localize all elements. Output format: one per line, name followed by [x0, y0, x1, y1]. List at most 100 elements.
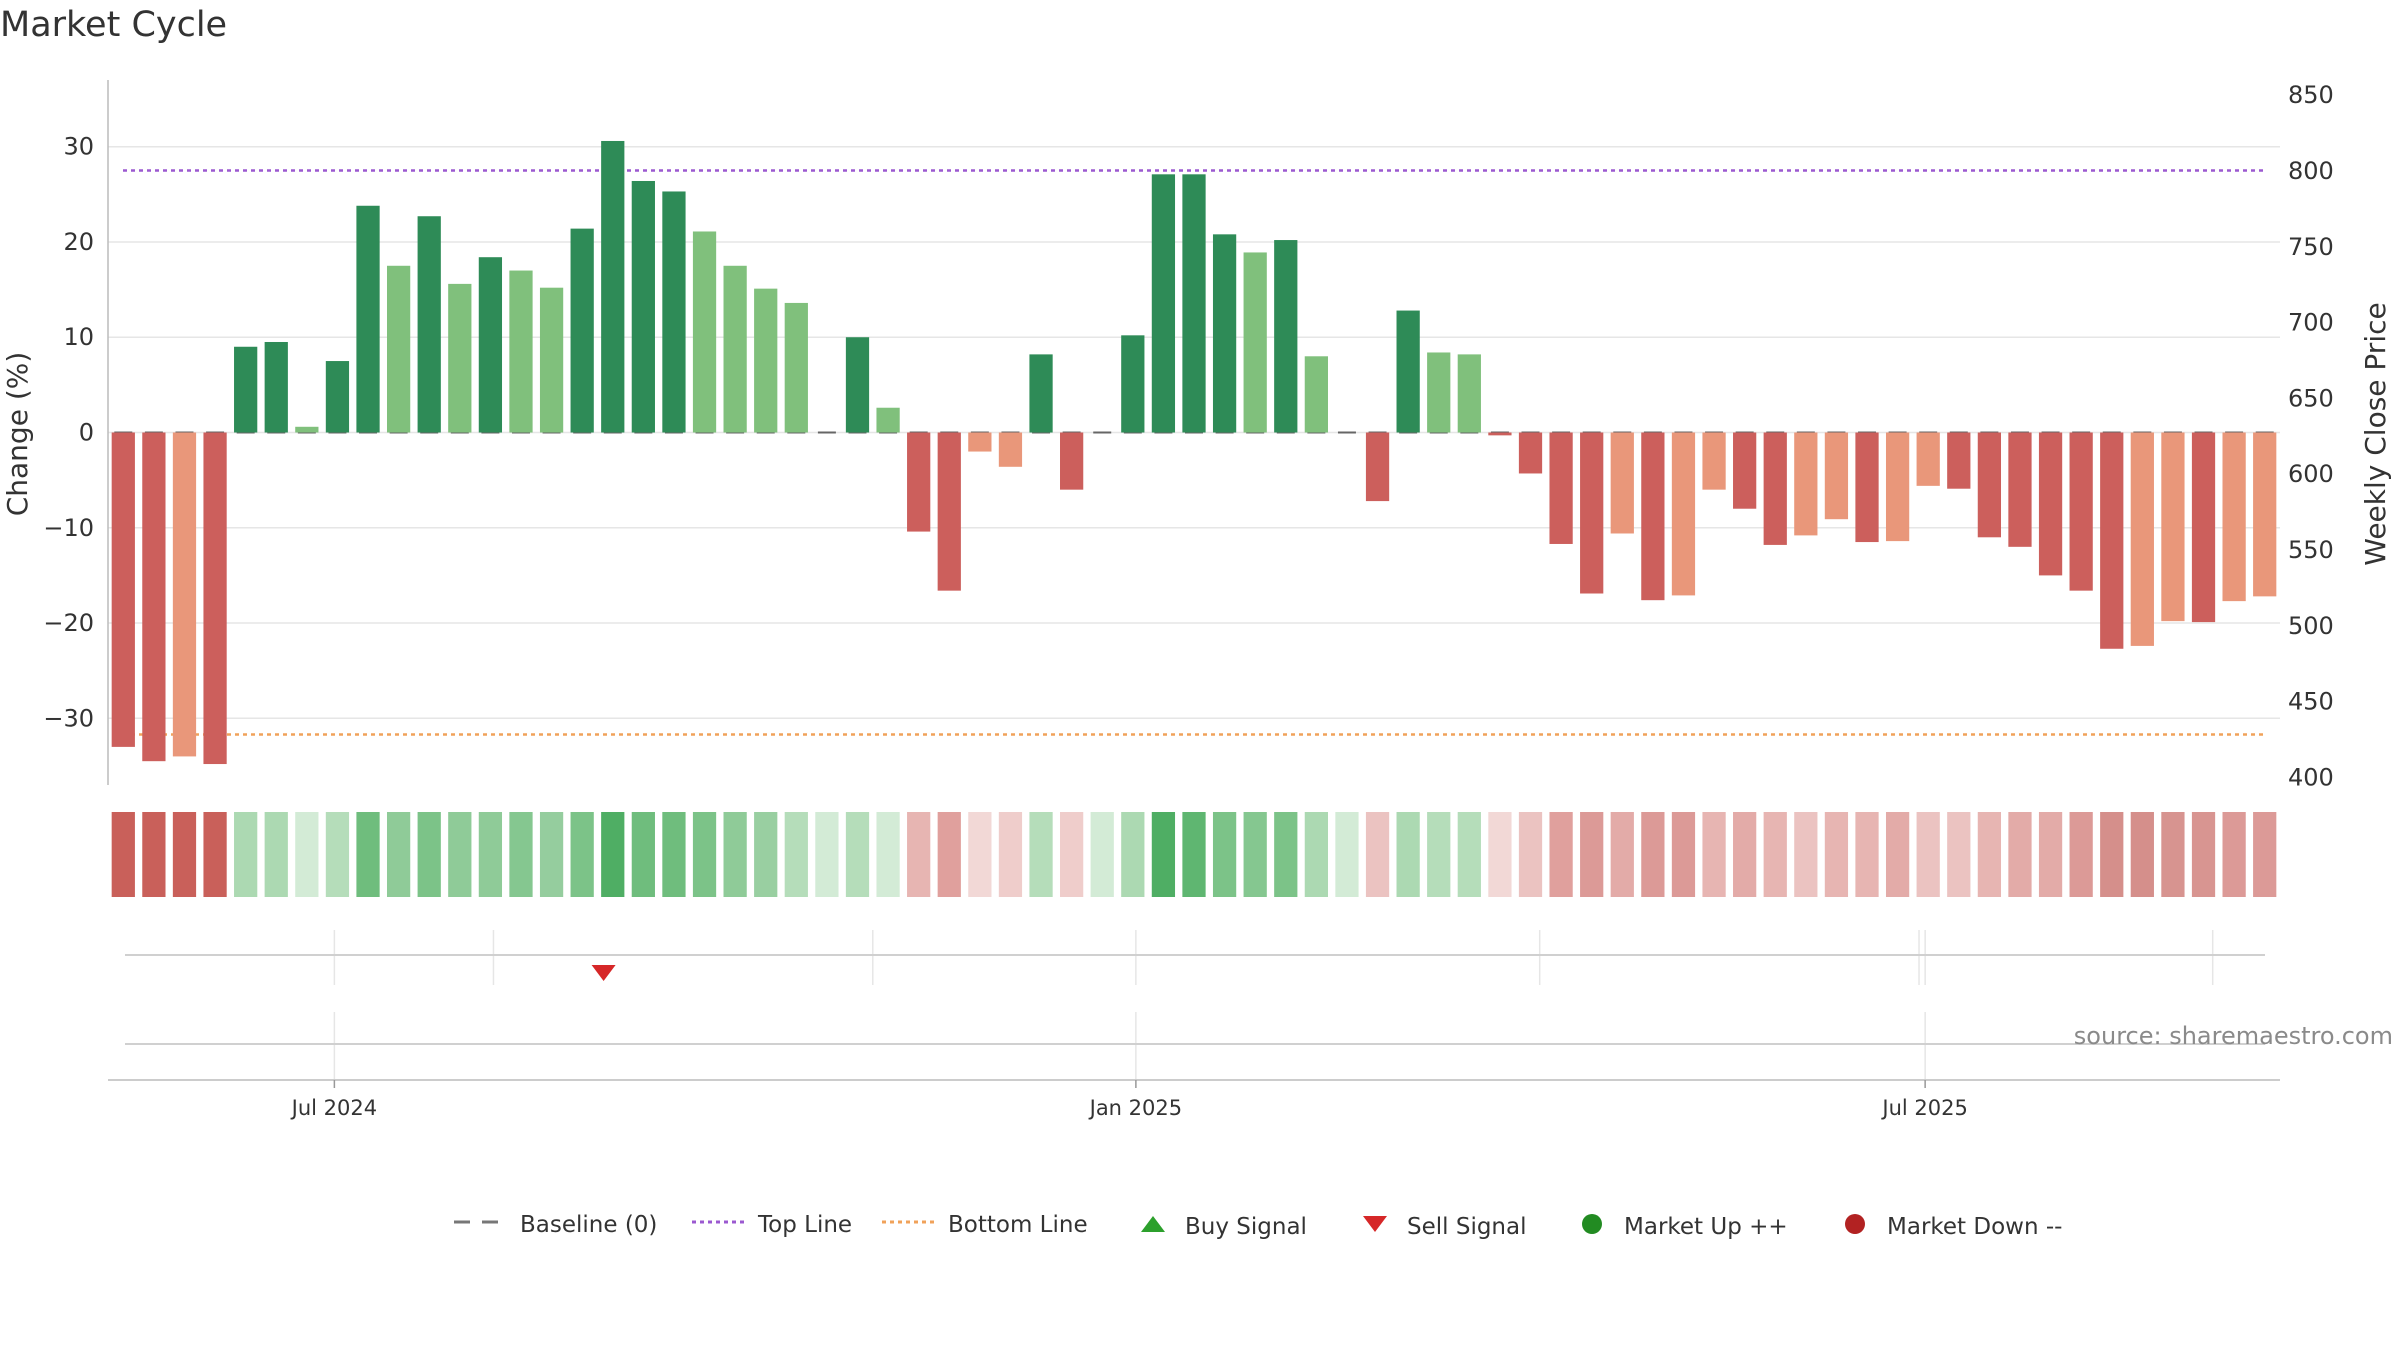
- strip-cell: [1794, 812, 1818, 897]
- bar: [142, 432, 166, 762]
- sell-signal-marker: [591, 965, 616, 981]
- strip-cell: [2100, 812, 2124, 897]
- bar: [998, 432, 1023, 467]
- bar: [2161, 432, 2185, 622]
- strip-cell: [448, 812, 472, 897]
- bar: [417, 216, 441, 433]
- bar: [386, 265, 411, 433]
- legend-item: Bottom Line: [880, 1212, 1088, 1238]
- bar: [111, 432, 135, 747]
- strip-cell: [1212, 812, 1237, 897]
- bar: [1733, 432, 1757, 509]
- bar-series: [111, 140, 2277, 765]
- strip-cell: [1824, 812, 1849, 897]
- heat-strip: [111, 812, 2277, 897]
- strip-cell: [723, 812, 747, 897]
- bar: [1121, 335, 1145, 433]
- legend-item: Market Down --: [1835, 1212, 2062, 1242]
- strip-cell: [2253, 812, 2277, 897]
- bar: [1977, 432, 2002, 538]
- bar: [172, 432, 197, 757]
- strip-cell: [1060, 812, 1084, 897]
- bar: [1763, 432, 1787, 545]
- bar: [1304, 356, 1328, 433]
- strip-cell: [1671, 812, 1696, 897]
- strip-cell: [1365, 812, 1390, 897]
- strip-cell: [2222, 812, 2246, 897]
- strip-cell: [172, 812, 197, 897]
- legend-item: Sell Signal: [1355, 1212, 1527, 1242]
- y-left-tick-label: −30: [43, 704, 94, 732]
- strip-cell: [386, 812, 411, 897]
- bar: [2253, 432, 2277, 597]
- axes: −30 −20 −10 0 10 20 30 400 450 500 550 600 650 700 750…: [43, 80, 2334, 1120]
- strip-cell: [1916, 812, 1940, 897]
- y-right-tick-label: 450: [2288, 688, 2334, 716]
- strip-cell: [1733, 812, 1757, 897]
- y-axis-right-label: Weekly Close Price: [2359, 302, 2392, 565]
- bar: [1365, 432, 1390, 502]
- bar: [1947, 432, 1971, 489]
- strip-cell: [815, 812, 839, 897]
- y-right-tick-label: 600: [2288, 460, 2334, 488]
- strip-cell: [264, 812, 288, 897]
- x-tick-label: Jan 2025: [1088, 1096, 1183, 1120]
- strip-cell: [417, 812, 441, 897]
- source-credit: source: sharemaestro.com: [2074, 1022, 2393, 1050]
- strip-cell: [1274, 812, 1298, 897]
- bar: [295, 426, 319, 433]
- bar: [1702, 432, 1726, 490]
- bar: [356, 205, 380, 433]
- bar: [203, 432, 227, 765]
- strip-cell: [356, 812, 380, 897]
- bar: [631, 180, 655, 433]
- bar: [1671, 432, 1696, 596]
- strip-cell: [1151, 812, 1176, 897]
- bar: [1457, 354, 1481, 433]
- bar: [1243, 252, 1267, 433]
- legend-item: Baseline (0): [452, 1212, 657, 1238]
- bar: [754, 288, 778, 433]
- strip-cell: [1977, 812, 2002, 897]
- bar: [1427, 352, 1451, 433]
- legend-dot-icon: [690, 1212, 746, 1238]
- bar: [448, 283, 472, 433]
- y-right-tick-label: 850: [2288, 81, 2334, 109]
- legend-triangle-up-icon: [1133, 1212, 1173, 1242]
- legend-triangle-down-icon: [1355, 1212, 1395, 1242]
- strip-cell: [662, 812, 686, 897]
- strip-cell: [234, 812, 258, 897]
- bar: [2008, 432, 2032, 547]
- strip-cell: [1488, 812, 1512, 897]
- bar: [723, 265, 747, 433]
- strip-cell: [845, 812, 870, 897]
- strip-cell: [539, 812, 564, 897]
- y-right-tick-label: 700: [2288, 309, 2334, 337]
- strip-cell: [1182, 812, 1206, 897]
- bar: [1824, 432, 1849, 520]
- bar: [2222, 432, 2246, 602]
- strip-cell: [1121, 812, 1145, 897]
- bar: [1885, 432, 1910, 542]
- bar: [1396, 310, 1420, 433]
- bar: [968, 432, 992, 452]
- bar: [509, 270, 533, 433]
- y-right-tick-label: 400: [2288, 763, 2334, 791]
- bar: [876, 407, 900, 433]
- legend-label: Buy Signal: [1185, 1214, 1307, 1240]
- strip-cell: [1580, 812, 1604, 897]
- legend-label: Market Up ++: [1624, 1214, 1788, 1240]
- y-right-tick-label: 750: [2288, 233, 2334, 261]
- bar: [937, 432, 961, 591]
- strip-cell: [1885, 812, 1910, 897]
- y-right-tick-label: 650: [2288, 384, 2334, 412]
- legend-item: Market Up ++: [1572, 1212, 1788, 1242]
- strip-cell: [1396, 812, 1420, 897]
- legend-label: Sell Signal: [1407, 1214, 1527, 1240]
- legend-label: Bottom Line: [948, 1212, 1088, 1238]
- strip-cell: [601, 812, 625, 897]
- bar: [1182, 174, 1206, 433]
- bar: [1151, 174, 1176, 433]
- strip-cell: [2130, 812, 2154, 897]
- strip-cell: [692, 812, 717, 897]
